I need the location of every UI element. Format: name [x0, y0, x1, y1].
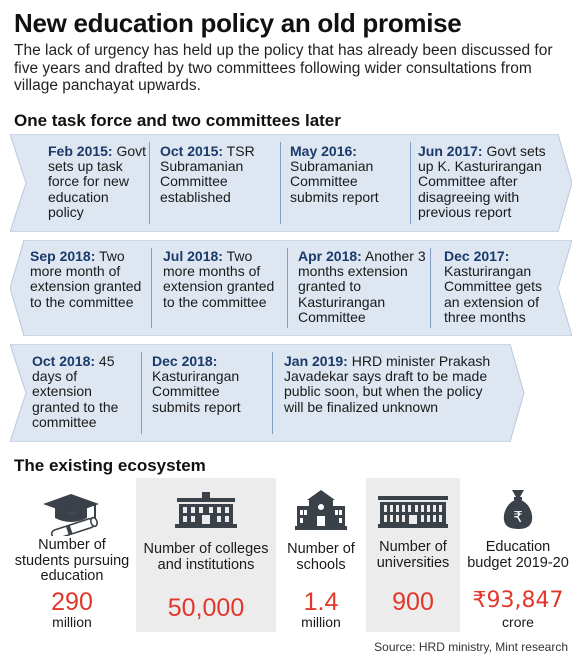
event-text: 45 days of extension granted to the comm… [32, 353, 119, 430]
event-text: Kasturirangan Committee submits report [152, 368, 241, 415]
event-text: Subramanian Committee submits report [290, 158, 379, 205]
eco-label: Number of schools [287, 541, 355, 573]
university-building-icon [378, 496, 448, 528]
svg-text:₹: ₹ [513, 508, 523, 526]
event-date: Feb 2015: [48, 143, 113, 159]
event-date: Sep 2018: [30, 248, 96, 264]
event-date: Oct 2015: [160, 143, 224, 159]
timeline-event: Sep 2018: Two more month of extension gr… [30, 248, 148, 310]
timeline-band-2 [10, 240, 572, 336]
eco-label: Number of universities [376, 539, 450, 571]
timeline-divider [430, 248, 431, 328]
timeline-row-2: Sep 2018: Two more month of extension gr… [10, 240, 572, 336]
event-text: Govt sets up K. Kasturirangan Committee … [418, 143, 546, 220]
timeline-divider [287, 248, 288, 328]
event-text: HRD minister Prakash Javadekar says draf… [284, 353, 491, 415]
timeline-heading: One task force and two committees later [14, 111, 341, 130]
timeline-band-3 [10, 344, 525, 442]
event-text: Two more months of extension granted to … [163, 248, 275, 310]
eco-schools: Number of schools 1.4 million [278, 478, 364, 632]
timeline-event: Oct 2015: TSR Subramanian Committee esta… [160, 143, 278, 205]
event-date: Jan 2019: [284, 353, 348, 369]
timeline-row-3: Oct 2018: 45 days of extension granted t… [10, 344, 572, 442]
timeline-divider [280, 142, 281, 224]
graduation-cap-icon [43, 494, 99, 536]
event-date: Oct 2018: [32, 353, 96, 369]
page-title: New education policy an old promise [14, 8, 462, 38]
timeline-divider [151, 248, 152, 328]
event-text: TSR Subramanian Committee established [160, 143, 255, 205]
event-date: Jun 2017: [418, 143, 483, 159]
timeline-event: May 2016: Subramanian Committee submits … [290, 143, 406, 205]
source-note: Source: HRD ministry, Mint research [374, 640, 568, 654]
eco-value: 1.4 [303, 588, 339, 616]
timeline-band-1 [10, 134, 572, 232]
event-text: Two more month of extension granted to t… [30, 248, 142, 310]
timeline-divider [141, 352, 142, 434]
eco-value: 290 [51, 588, 93, 616]
event-date: Jul 2018: [163, 248, 223, 264]
eco-label: Number of students pursuing education [14, 537, 130, 584]
eco-unit: million [52, 614, 92, 630]
ecosystem-heading: The existing ecosystem [14, 456, 206, 475]
timeline-divider [272, 352, 273, 434]
eco-label: Number of colleges and institutions [143, 541, 269, 573]
event-date: Dec 2018: [152, 353, 218, 369]
school-building-icon [295, 490, 347, 530]
college-building-icon [175, 492, 237, 528]
rupee-money-bag-icon: ₹ [503, 490, 533, 529]
eco-value: 50,000 [167, 594, 245, 622]
event-date: May 2016: [290, 143, 357, 159]
event-text: Kasturirangan Committee gets an extensio… [444, 263, 543, 325]
eco-budget: ₹ Education budget 2019-20 ₹93,847 crore [462, 478, 574, 632]
timeline-row-1: Feb 2015: Govt sets up task force for ne… [10, 134, 572, 232]
eco-value: 900 [392, 588, 434, 616]
timeline-event: Oct 2018: 45 days of extension granted t… [32, 353, 140, 430]
eco-students: Number of students pursuing education 29… [10, 478, 134, 632]
eco-value: ₹93,847 [472, 588, 564, 613]
event-text: Govt sets up task force for new educatio… [48, 143, 147, 220]
timeline-divider [410, 142, 411, 224]
event-text: Another 3 months extension granted to Ka… [298, 248, 426, 325]
eco-colleges: Number of colleges and institutions 50,0… [136, 478, 276, 632]
timeline-event: Apr 2018: Another 3 months extension gra… [298, 248, 428, 325]
timeline-event: Feb 2015: Govt sets up task force for ne… [48, 143, 148, 220]
event-date: Apr 2018: [298, 248, 362, 264]
eco-universities: Number of universities 900 [366, 478, 460, 632]
timeline-event: Jul 2018: Two more months of extension g… [163, 248, 283, 310]
page-subtitle: The lack of urgency has held up the poli… [14, 42, 553, 94]
eco-unit: crore [502, 614, 534, 630]
timeline-event: Dec 2017: Kasturirangan Committee gets a… [444, 248, 558, 325]
eco-label: Education budget 2019-20 [467, 539, 569, 571]
timeline-event: Dec 2018: Kasturirangan Committee submit… [152, 353, 268, 415]
timeline-event: Jan 2019: HRD minister Prakash Javadekar… [284, 353, 494, 415]
event-date: Dec 2017: [444, 248, 510, 264]
eco-unit: million [301, 614, 341, 630]
timeline-event: Jun 2017: Govt sets up K. Kasturirangan … [418, 143, 556, 220]
timeline-divider [149, 142, 150, 224]
